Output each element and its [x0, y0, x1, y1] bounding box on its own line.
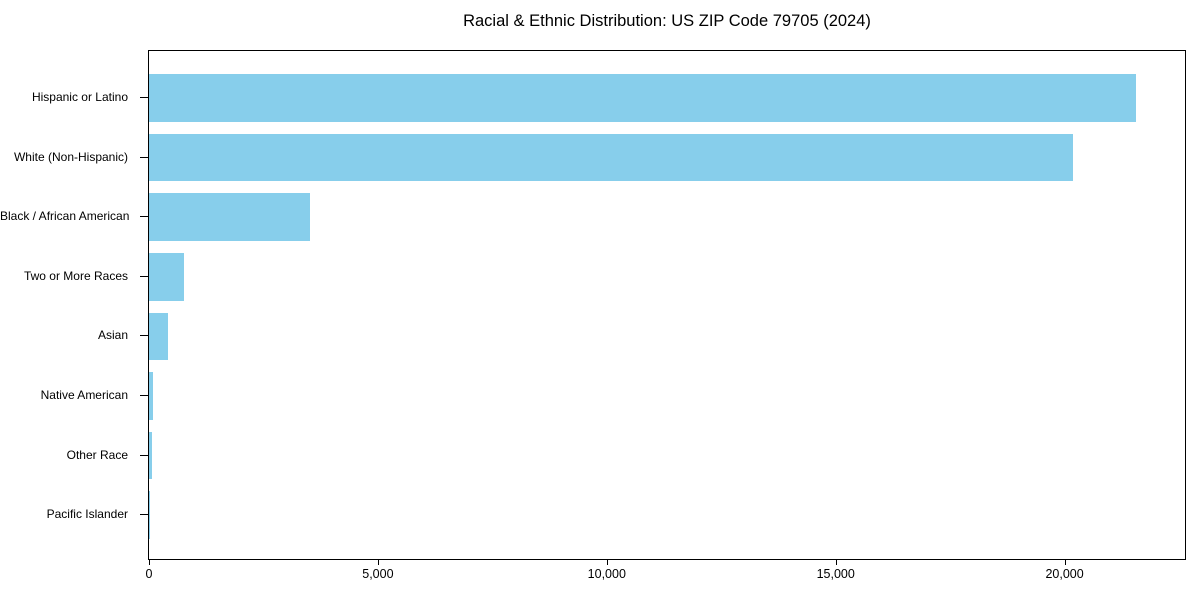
bar-black-african-american [149, 193, 311, 241]
y-label-native-american: Native American [40, 388, 128, 402]
y-label-black-african-american: Black / African American [0, 209, 130, 224]
y-tick-black-african-american [140, 216, 148, 218]
y-label-pacific-islander: Pacific Islander [46, 507, 128, 522]
bar-hispanic-or-latino [149, 74, 1136, 122]
x-tick-label-5-000: 5,000 [362, 567, 394, 581]
bar-other-race [149, 431, 152, 480]
x-tick-5-000 [377, 560, 379, 565]
y-tick-pacific-islander [140, 514, 148, 516]
y-label-two-or-more-races: Two or More Races [23, 268, 128, 283]
x-tick-20-000 [1064, 560, 1066, 565]
x-tick-label-10-000: 10,000 [587, 567, 626, 581]
y-tick-white-non-hispanic [140, 156, 148, 158]
y-label-other-race: Other Race [66, 447, 128, 462]
y-tick-two-or-more-races [140, 275, 148, 277]
plot-area [148, 50, 1186, 560]
x-tick-label-0: 0 [145, 567, 153, 581]
y-label-asian: Asian [97, 328, 128, 343]
chart-title: Racial & Ethnic Distribution: US ZIP Cod… [463, 12, 871, 30]
x-tick-0 [149, 560, 150, 565]
bar-asian [149, 312, 169, 361]
bar-native-american [149, 372, 154, 420]
y-tick-asian [140, 335, 148, 337]
y-label-white-non-hispanic: White (Non-Hispanic) [13, 149, 128, 164]
x-tick-10-000 [606, 560, 608, 565]
x-tick-label-20-000: 20,000 [1045, 567, 1084, 581]
bar-two-or-more-races [149, 253, 184, 301]
x-tick-label-15-000: 15,000 [816, 567, 855, 581]
y-tick-native-american [140, 395, 148, 396]
y-tick-other-race [140, 454, 148, 456]
y-tick-hispanic-or-latino [140, 97, 148, 98]
y-label-hispanic-or-latino: Hispanic or Latino [31, 90, 128, 104]
x-tick-15-000 [835, 560, 837, 565]
bar-white-non-hispanic [149, 133, 1073, 182]
